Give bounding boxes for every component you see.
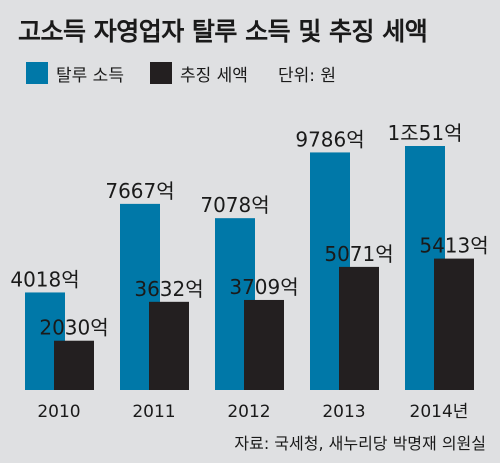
- bar-tax-1: [149, 301, 189, 390]
- chart-title: 고소득 자영업자 탈루 소득 및 추징 세액: [18, 17, 428, 46]
- data-label-tax-2: 3709억: [229, 275, 298, 299]
- bar-tax-2: [244, 299, 284, 390]
- data-label-income-4: 1조51억: [388, 121, 463, 145]
- source-note: 자료: 국세청, 새누리당 박명재 의원실: [234, 434, 486, 453]
- x-tick-label-2: 2012: [227, 402, 270, 422]
- data-label-income-2: 7078억: [200, 193, 269, 217]
- x-tick-label-0: 2010: [37, 402, 80, 422]
- bar-tax-4: [434, 258, 474, 390]
- data-label-tax-0: 2030억: [39, 316, 108, 340]
- data-label-tax-3: 5071억: [324, 242, 393, 266]
- bar-tax-3: [339, 266, 379, 390]
- data-label-income-3: 9786억: [295, 127, 364, 151]
- bar-tax-0: [54, 340, 94, 390]
- data-label-income-1: 7667억: [105, 179, 174, 203]
- legend-swatch-series2: [149, 62, 172, 84]
- data-label-tax-4: 5413억: [419, 234, 488, 258]
- data-label-income-0: 4018억: [10, 267, 79, 291]
- x-tick-label-4: 2014년: [410, 402, 469, 422]
- legend-swatch-series1: [26, 62, 48, 84]
- x-tick-label-1: 2011: [132, 402, 175, 422]
- legend: 탈루 소득 추징 세액 단위: 원: [26, 60, 336, 86]
- x-tick-label-3: 2013: [322, 402, 365, 422]
- unit-label: 단위: 원: [277, 65, 336, 86]
- legend-label-series1: 탈루 소득: [56, 65, 124, 86]
- data-label-tax-1: 3632억: [134, 277, 203, 301]
- legend-label-series2: 추징 세액: [179, 65, 248, 86]
